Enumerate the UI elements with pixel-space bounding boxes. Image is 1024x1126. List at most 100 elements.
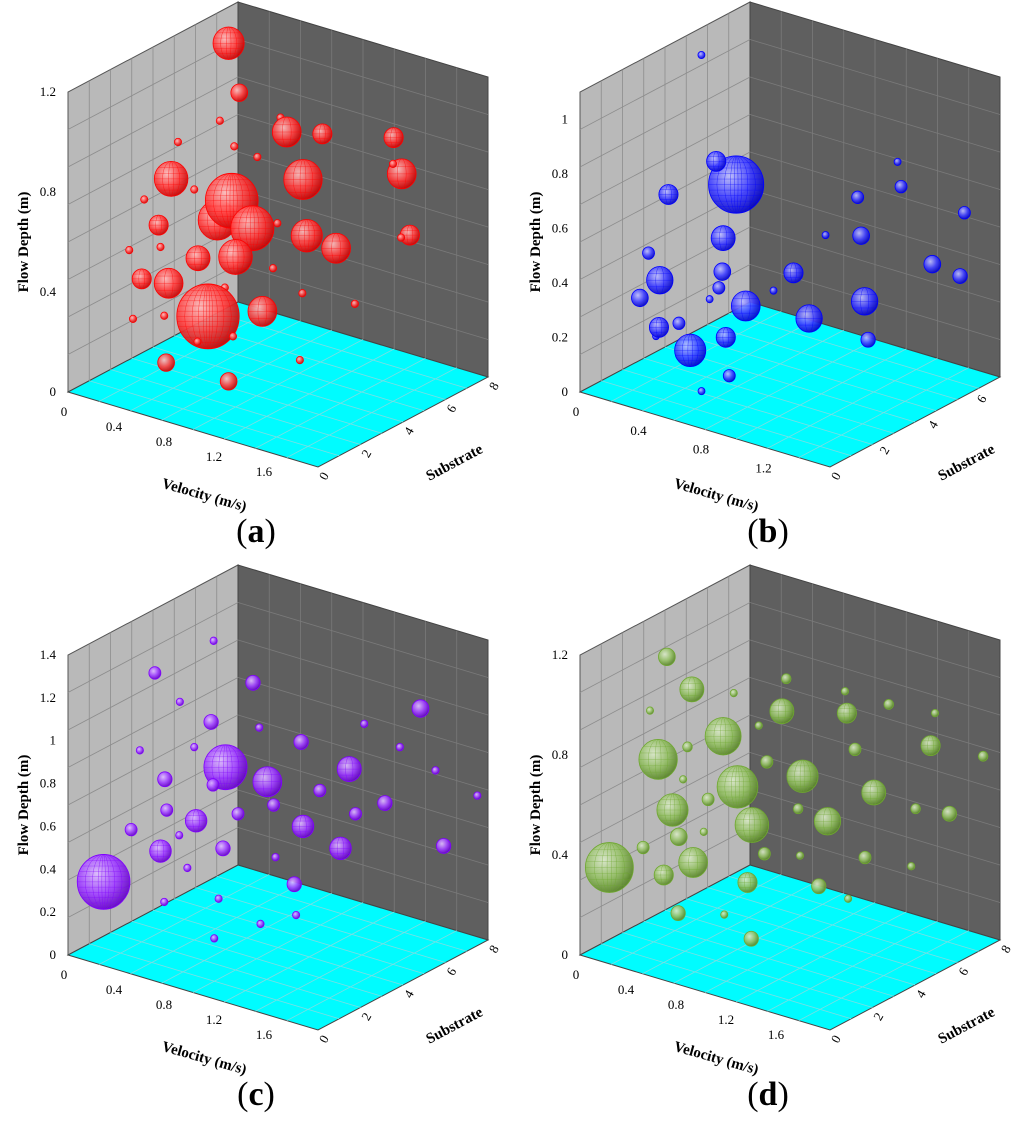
data-bubble [395, 742, 404, 752]
data-bubble [670, 905, 686, 922]
bubble-sphere [256, 919, 265, 929]
floor-grid-line [707, 887, 958, 963]
bubble-sphere [219, 372, 238, 391]
data-bubble [149, 839, 172, 863]
data-bubble [923, 255, 942, 274]
z-tick-label: 0 [316, 1032, 332, 1045]
data-bubble [349, 807, 362, 821]
data-bubble [214, 894, 223, 903]
data-bubble [682, 741, 693, 753]
bubble-sphere [268, 264, 277, 273]
back-grid-line [237, 39, 489, 115]
data-bubble [185, 245, 211, 272]
bubble-sphere [230, 83, 249, 102]
bubble-sphere [910, 803, 921, 815]
data-bubble [230, 83, 249, 102]
y-tick-label: 0.4 [40, 861, 57, 876]
data-bubble [273, 219, 282, 228]
floor-grid-line [152, 346, 404, 423]
bubble-sphere [670, 905, 686, 922]
bubble-sphere [436, 838, 452, 854]
data-bubble [160, 311, 169, 320]
bubble-sphere [672, 316, 686, 330]
z-axis-label: Substrate [424, 1004, 486, 1047]
bubble-sphere [140, 195, 149, 204]
x-tick-label: 0 [61, 404, 68, 419]
left-grid-line [579, 114, 751, 205]
data-bubble [713, 262, 732, 281]
floor-grid-line [195, 324, 446, 400]
data-bubble [658, 184, 679, 205]
floor-grid-line [131, 357, 382, 434]
z-axis-label: Substrate [424, 441, 486, 484]
back-grid-line [749, 639, 1001, 716]
bubble-sphere [124, 823, 138, 837]
panel-caption-b: (b) [747, 513, 789, 550]
data-bubble [674, 333, 707, 368]
panel-letter-b: b [758, 513, 778, 550]
left-grid-line [579, 602, 751, 693]
bubble-sphere [860, 331, 876, 348]
bubble-sphere [349, 807, 362, 821]
data-bubble [781, 673, 792, 685]
bubble-sphere [295, 355, 304, 365]
bubble-sphere [669, 827, 688, 847]
data-bubble [175, 831, 184, 840]
data-bubble [153, 161, 189, 197]
back-grid-line [237, 714, 489, 791]
bubble-sphere [743, 930, 759, 947]
bubble-sphere [636, 840, 650, 855]
chart-c-svg: 00.40.81.21.600.20.40.60.811.21.402468Ve… [16, 564, 502, 1078]
bubble-sphere [230, 142, 239, 151]
data-bubble [769, 286, 778, 295]
z-tick-label: 4 [925, 418, 941, 432]
data-bubble [292, 910, 301, 920]
bubble-sphere [781, 673, 792, 685]
bubble-sphere [769, 286, 778, 295]
bubble-sphere [682, 741, 693, 753]
data-bubble [783, 262, 804, 284]
data-bubble [852, 226, 870, 245]
floor-grid-line [195, 887, 446, 963]
floor-grid-line [643, 920, 894, 997]
data-bubble [267, 798, 281, 812]
y-tick-label: 0.6 [552, 220, 569, 235]
panel-caption-d: (d) [747, 1076, 789, 1113]
data-bubble [669, 827, 688, 847]
data-bubble [160, 803, 174, 817]
x-tick-label: 1.6 [768, 1027, 785, 1042]
bubble-sphere [209, 636, 218, 645]
bubble-sphere [840, 687, 849, 696]
data-bubble [754, 721, 763, 730]
z-tick-label: 2 [876, 444, 892, 457]
data-bubble [131, 268, 152, 290]
y-tick-label: 0.6 [40, 818, 57, 833]
chart-panel-a: 0 0.4 0.8 1.2 1.6 0 0.4 0.8 1.2 0 2 4 6 8 Velocity (m/… [0, 0, 512, 563]
data-bubble [228, 332, 237, 341]
data-bubble [298, 289, 307, 298]
bubble-sphere [128, 314, 137, 324]
data-bubble [313, 783, 327, 798]
data-bubble [431, 766, 440, 775]
data-bubble [271, 853, 280, 862]
panel-caption-a: (a) [236, 513, 276, 550]
left-grid-line [67, 151, 239, 243]
data-bubble [212, 26, 245, 60]
x-tick-label: 0 [573, 404, 580, 419]
x-tick-label: 1.6 [256, 464, 273, 479]
back-grid-line [749, 789, 1001, 866]
data-bubble [760, 755, 774, 769]
data-bubble [699, 827, 708, 837]
bubble-sphere [313, 783, 327, 798]
y-tick-label: 0.8 [552, 166, 568, 181]
bubble-sphere [203, 714, 219, 730]
bubble-sphere [720, 910, 729, 919]
bubble-sphere [754, 721, 763, 730]
data-bubble [642, 246, 655, 260]
data-bubble [293, 734, 309, 750]
data-bubble [851, 190, 865, 204]
back-grid-line [749, 76, 1001, 153]
x-tick-label: 0.8 [156, 997, 172, 1012]
bubble-sphere [952, 268, 968, 284]
data-bubble [883, 698, 894, 710]
